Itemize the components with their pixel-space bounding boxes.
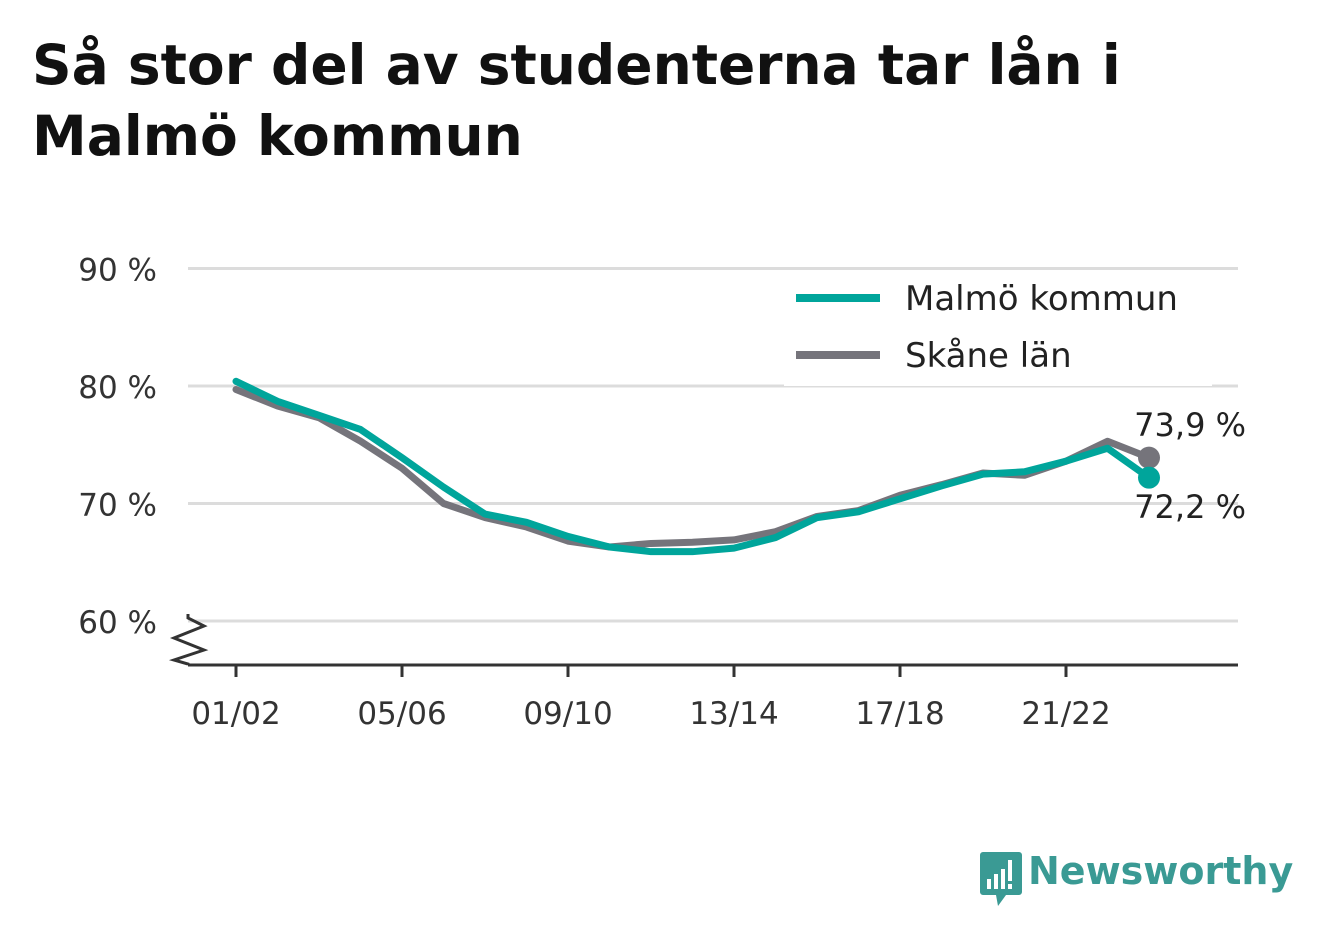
y-tick-label: 90 % [78, 253, 157, 289]
x-axis: 01/02 05/06 09/10 13/14 17/18 21/22 [168, 614, 1238, 732]
end-label: 72,2 % [1134, 488, 1246, 526]
chart-title: Så stor del av studenterna tar lån i Mal… [32, 33, 1121, 168]
newsworthy-logo: Newsworthy [980, 846, 1300, 912]
end-labels: 73,9 % 72,2 % [1134, 406, 1246, 526]
y-tick-label: 60 % [78, 605, 157, 641]
x-tick-label: 09/10 [523, 696, 612, 732]
series-line [232, 386, 1153, 551]
series-end-point [1138, 446, 1160, 469]
x-tick-label: 05/06 [357, 696, 446, 732]
legend-label: Malmö kommun [905, 279, 1178, 319]
series-line [232, 377, 1153, 556]
series-lines [232, 377, 1160, 556]
legend-label: Skåne län [905, 336, 1072, 376]
x-tick-label: 01/02 [191, 696, 280, 732]
y-tick-label: 80 % [78, 370, 157, 406]
end-label: 73,9 % [1134, 406, 1246, 444]
legend: Malmö kommun Skåne län [784, 270, 1212, 386]
x-tick-label: 13/14 [689, 696, 778, 732]
x-tick-label: 17/18 [855, 696, 944, 732]
x-tick-label: 21/22 [1021, 696, 1110, 732]
legend-background [784, 270, 1212, 386]
brand-name: Newsworthy [1028, 849, 1294, 893]
axis-break-zigzag [168, 614, 209, 666]
bar-chart-speech-bubble-icon [980, 852, 1022, 906]
y-axis-tick-labels: 60 % 70 % 80 % 90 % [78, 253, 157, 642]
y-tick-label: 70 % [78, 488, 157, 524]
series-end-point [1138, 466, 1160, 489]
